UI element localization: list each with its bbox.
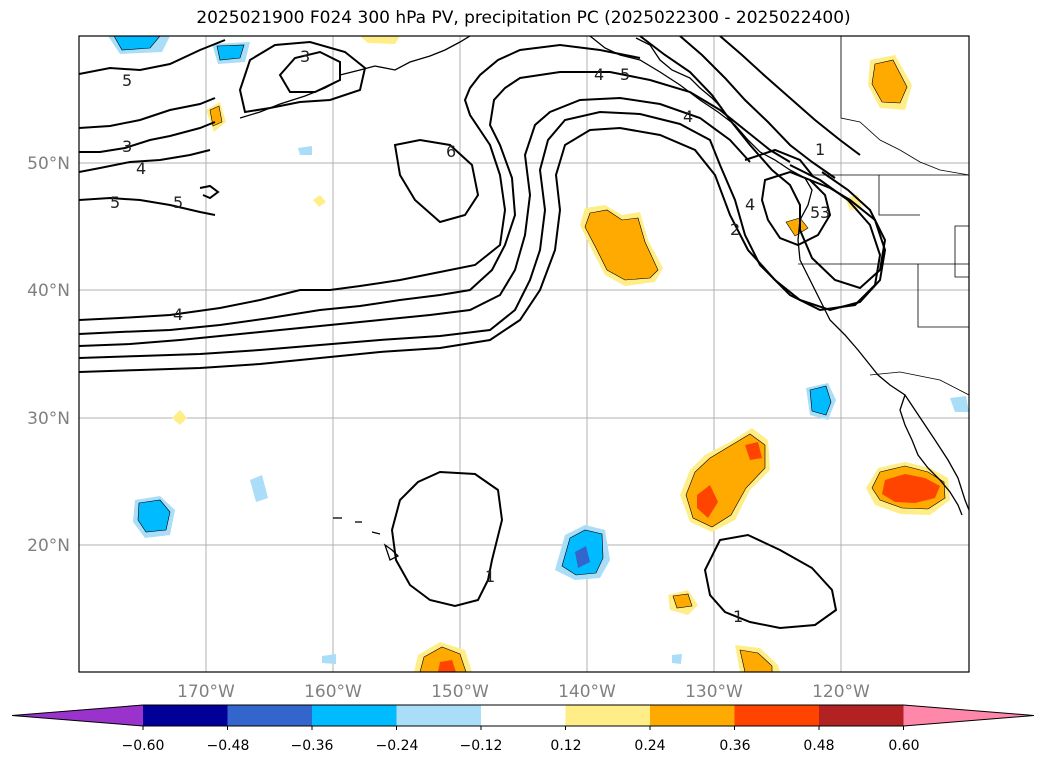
colorbar-min-extend xyxy=(12,705,143,726)
colorbar-tick-label: 0.48 xyxy=(803,738,834,754)
colorbar-tick-label: −0.24 xyxy=(376,738,419,754)
contour-label: 1 xyxy=(733,607,743,626)
contour-label: 3 xyxy=(820,203,830,222)
colorbar-segment xyxy=(227,705,312,726)
contour-label: 5 xyxy=(173,193,183,212)
colorbar-segment xyxy=(481,705,566,726)
contour-label: 4 xyxy=(173,305,183,324)
lat-label: 20°N xyxy=(27,536,70,556)
lat-label: 40°N xyxy=(27,281,70,301)
colorbar-tick-label: 0.60 xyxy=(888,738,919,754)
map-area xyxy=(79,36,969,672)
contour-label: 4 xyxy=(745,195,755,214)
precip-shading xyxy=(108,36,969,672)
colorbar-segment xyxy=(143,705,228,726)
lon-label: 140°W xyxy=(558,682,616,702)
colorbar-segment xyxy=(396,705,481,726)
colorbar-tick-label: 0.12 xyxy=(550,738,581,754)
lon-label: 130°W xyxy=(685,682,743,702)
contour-label: 5 xyxy=(110,193,120,212)
colorbar-segment xyxy=(734,705,819,726)
latitude-labels: 50°N 40°N 30°N 20°N xyxy=(27,154,70,556)
contour-label: 3 xyxy=(300,47,310,66)
colorbar-tick-label: 0.24 xyxy=(634,738,665,754)
lon-label: 160°W xyxy=(304,682,362,702)
colorbar-tick-label: −0.36 xyxy=(291,738,334,754)
contour-label: 5 xyxy=(122,71,132,90)
contour-label: 3 xyxy=(122,137,132,156)
colorbar-segment xyxy=(819,705,904,726)
contour-label: 4 xyxy=(683,107,693,126)
colorbar-segment xyxy=(312,705,397,726)
lon-label: 120°W xyxy=(812,682,870,702)
pv-contours xyxy=(79,36,887,630)
colorbar-tick-label: −0.48 xyxy=(207,738,250,754)
borders xyxy=(798,36,969,396)
contour-label: 4 xyxy=(136,159,146,178)
colorbar-segment xyxy=(565,705,650,726)
contour-label: 2 xyxy=(730,220,740,239)
colorbar-tick-label: −0.60 xyxy=(122,738,165,754)
lon-label: 170°W xyxy=(177,682,235,702)
contour-label: 6 xyxy=(446,142,456,161)
lat-label: 50°N xyxy=(27,154,70,174)
colorbar-tick-label: 0.36 xyxy=(719,738,750,754)
contour-label: 1 xyxy=(485,567,495,586)
colorbar-max-extend xyxy=(903,705,1034,726)
colorbar-segment xyxy=(650,705,735,726)
colorbar xyxy=(11,704,1035,730)
contour-labels: 5 3 4 5 5 3 4 6 4 5 4 3 1 2 4 5 1 1 xyxy=(110,47,830,626)
contour-label: 4 xyxy=(594,65,604,84)
map-title: 2025021900 F024 300 hPa PV, precipitatio… xyxy=(196,8,851,28)
colorbar-tick-label: −0.12 xyxy=(460,738,503,754)
contour-label: 1 xyxy=(815,140,825,159)
longitude-labels: 170°W 160°W 150°W 140°W 130°W 120°W xyxy=(177,682,870,702)
map-frame xyxy=(78,35,970,673)
contour-label: 5 xyxy=(810,203,820,222)
lat-label: 30°N xyxy=(27,409,70,429)
lon-label: 150°W xyxy=(431,682,489,702)
contour-label: 5 xyxy=(620,65,630,84)
colorbar-ticks: −0.60 −0.48 −0.36 −0.24 −0.12 0.12 0.24 … xyxy=(122,738,920,754)
